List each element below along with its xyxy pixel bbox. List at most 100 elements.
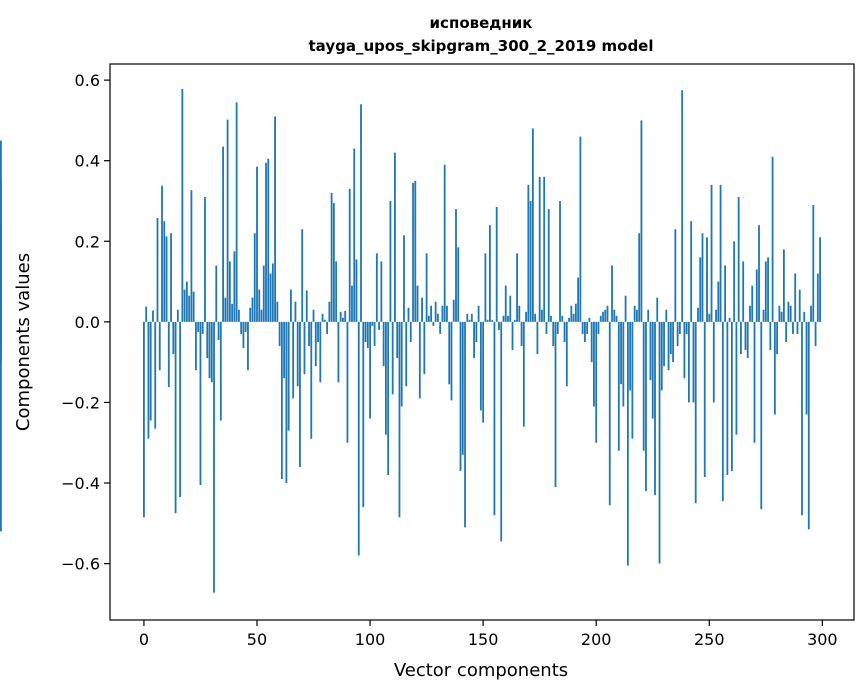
bar-127 — [430, 305, 433, 322]
bar-49 — [253, 233, 256, 322]
bar-26 — [201, 321, 204, 334]
bar-52 — [260, 309, 263, 322]
y-tick-label-4: 0.2 — [75, 232, 100, 251]
bar-58 — [274, 116, 276, 322]
bar-124 — [423, 321, 426, 375]
y-tick-label-0: −0.6 — [61, 555, 100, 574]
bar-174 — [536, 321, 539, 355]
x-tick-label-50: 50 — [247, 630, 267, 649]
bar-166 — [518, 305, 521, 322]
bar-35 — [222, 146, 224, 322]
bar-223 — [647, 309, 650, 322]
bar-132 — [441, 305, 444, 322]
bar-256 — [721, 321, 724, 502]
bar-244 — [694, 321, 697, 504]
bar-66 — [292, 321, 295, 399]
bar-226 — [654, 321, 656, 496]
bar-60 — [278, 321, 281, 347]
bar-81 — [326, 321, 328, 334]
bar-51 — [258, 289, 261, 322]
bar-53 — [262, 265, 265, 322]
bar-161 — [507, 315, 509, 322]
bar-141 — [461, 321, 464, 455]
bar-63 — [285, 321, 288, 484]
bar-55 — [267, 158, 270, 322]
bar-273 — [760, 321, 763, 510]
bar-99 — [366, 321, 369, 349]
bar-107 — [384, 321, 387, 435]
bar-262 — [735, 321, 738, 435]
bar-155 — [493, 321, 496, 516]
bar-229 — [660, 321, 663, 391]
bar-275 — [764, 261, 767, 322]
bar-6 — [156, 217, 159, 322]
bar-245 — [697, 307, 699, 322]
bar-146 — [473, 321, 475, 359]
bar-1 — [145, 306, 148, 322]
bar-94 — [355, 259, 358, 322]
bar-115 — [403, 235, 405, 322]
bar-5 — [154, 321, 157, 429]
y-tick-label-5: 0.4 — [75, 152, 100, 171]
bar-64 — [287, 321, 290, 431]
bar-101 — [371, 321, 374, 326]
bar-191 — [574, 303, 577, 322]
bar-145 — [470, 313, 473, 322]
bar-179 — [547, 209, 550, 322]
bar-225 — [651, 321, 654, 419]
bar-143 — [466, 313, 469, 322]
bar-292 — [803, 311, 806, 322]
bar-200 — [595, 321, 598, 443]
bar-75 — [312, 309, 315, 322]
bar-62 — [283, 321, 286, 379]
bar-228 — [658, 321, 661, 564]
bar-288 — [794, 273, 797, 322]
bar-76 — [314, 321, 317, 367]
bar-48 — [251, 297, 254, 322]
bar-227 — [656, 297, 659, 322]
bar-137 — [452, 299, 455, 322]
bar-13 — [172, 321, 175, 355]
bar-186 — [563, 321, 566, 342]
bar-14 — [174, 321, 177, 514]
bar-181 — [552, 321, 555, 347]
bar-197 — [588, 317, 591, 322]
x-tick-label-200: 200 — [581, 630, 612, 649]
bar-283 — [782, 249, 785, 322]
bar-134 — [446, 305, 448, 322]
x-tick-label-0: 0 — [139, 630, 149, 649]
bar-238 — [681, 90, 684, 322]
bar-212 — [622, 321, 625, 407]
y-axis-label: Components values — [13, 253, 34, 431]
bar-82 — [328, 301, 331, 322]
bar-130 — [437, 313, 439, 322]
bar-34 — [219, 321, 222, 421]
bar-250 — [708, 313, 711, 322]
y-tick-label-1: −0.4 — [61, 474, 100, 493]
bar-216 — [631, 321, 634, 439]
bar-98 — [364, 321, 367, 342]
bar-208 — [613, 309, 616, 322]
bar-61 — [280, 321, 283, 479]
bar-266 — [744, 321, 747, 351]
bar-37 — [226, 119, 229, 322]
bar-32 — [215, 265, 218, 322]
bar-20 — [188, 295, 191, 322]
bar-86 — [337, 321, 340, 383]
bar-270 — [753, 321, 756, 443]
bar-285 — [787, 301, 790, 322]
bar-27 — [204, 196, 206, 322]
bar-30 — [210, 321, 213, 383]
bar-110 — [391, 321, 394, 395]
bar-198 — [590, 321, 593, 363]
bar-272 — [758, 225, 760, 322]
bar-79 — [321, 313, 324, 322]
bar-206 — [608, 321, 611, 506]
bar-139 — [457, 247, 460, 322]
bar-282 — [780, 311, 783, 322]
bar-160 — [504, 285, 507, 322]
bar-153 — [489, 225, 491, 322]
bar-85 — [335, 261, 338, 322]
bar-294 — [807, 321, 810, 530]
bar-248 — [703, 321, 706, 477]
